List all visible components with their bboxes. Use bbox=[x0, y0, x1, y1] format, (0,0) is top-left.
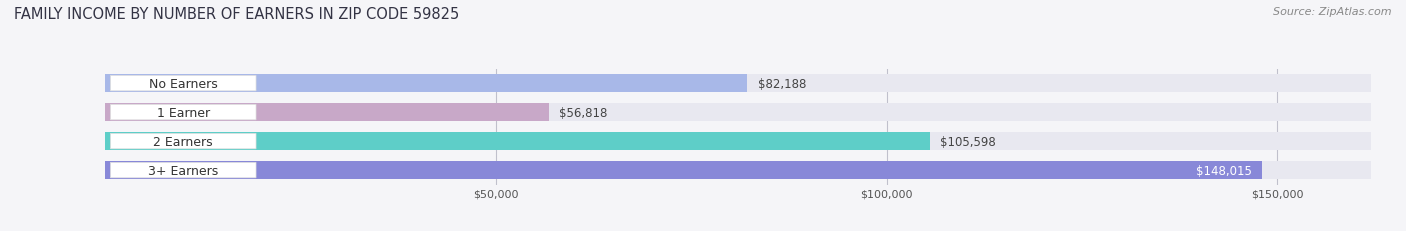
Text: Source: ZipAtlas.com: Source: ZipAtlas.com bbox=[1274, 7, 1392, 17]
Text: 3+ Earners: 3+ Earners bbox=[148, 164, 218, 177]
Bar bbox=[105, 162, 1371, 179]
Bar bbox=[105, 162, 1261, 179]
Bar bbox=[105, 104, 1371, 121]
Text: 2 Earners: 2 Earners bbox=[153, 135, 214, 148]
Bar bbox=[105, 104, 550, 121]
Bar bbox=[105, 75, 1371, 92]
Text: FAMILY INCOME BY NUMBER OF EARNERS IN ZIP CODE 59825: FAMILY INCOME BY NUMBER OF EARNERS IN ZI… bbox=[14, 7, 460, 22]
Text: $105,598: $105,598 bbox=[941, 135, 997, 148]
FancyBboxPatch shape bbox=[111, 105, 256, 120]
Text: No Earners: No Earners bbox=[149, 77, 218, 90]
Text: $148,015: $148,015 bbox=[1195, 164, 1251, 177]
Bar bbox=[105, 133, 931, 150]
Text: 1 Earner: 1 Earner bbox=[156, 106, 209, 119]
FancyBboxPatch shape bbox=[111, 163, 256, 178]
Text: $56,818: $56,818 bbox=[560, 106, 607, 119]
Bar bbox=[105, 75, 748, 92]
FancyBboxPatch shape bbox=[111, 76, 256, 91]
Text: $82,188: $82,188 bbox=[758, 77, 806, 90]
Bar bbox=[105, 133, 1371, 150]
FancyBboxPatch shape bbox=[111, 134, 256, 149]
